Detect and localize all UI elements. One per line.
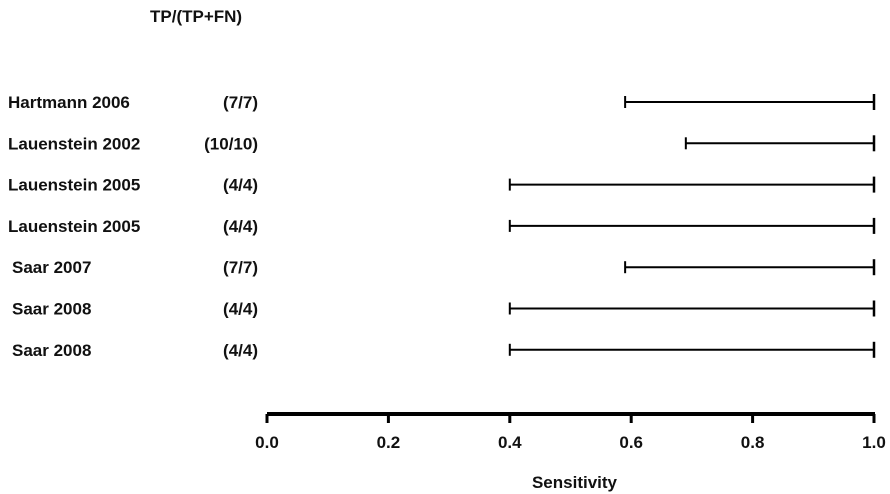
- study-count: (10/10): [204, 134, 258, 153]
- study-count: (4/4): [223, 300, 258, 319]
- x-tick-label: 0.4: [498, 433, 522, 452]
- study-row: Lauenstein 2005 (4/4): [8, 217, 876, 236]
- study-rows: Hartmann 2006 (7/7) Lauenstein 2002 (10/10)…: [8, 93, 876, 360]
- study-count: (4/4): [223, 341, 258, 360]
- study-name: Lauenstein 2005: [8, 176, 140, 195]
- study-row: Saar 2008 (4/4): [12, 341, 876, 360]
- study-name: Saar 2008: [12, 341, 91, 360]
- x-axis: 0.0 0.2 0.4 0.6 0.8 1.0: [255, 412, 886, 452]
- study-name: Saar 2008: [12, 300, 91, 319]
- x-tick-label: 0.6: [619, 433, 643, 452]
- study-row: Hartmann 2006 (7/7): [8, 93, 876, 112]
- study-name: Lauenstein 2005: [8, 217, 140, 236]
- x-tick-label: 0.8: [741, 433, 765, 452]
- study-row: Saar 2007 (7/7): [12, 258, 876, 277]
- study-count: (7/7): [223, 93, 258, 112]
- study-name: Saar 2007: [12, 258, 91, 277]
- column-header: TP/(TP+FN): [150, 7, 242, 26]
- study-name: Lauenstein 2002: [8, 134, 140, 153]
- study-count: (4/4): [223, 217, 258, 236]
- x-tick-label: 0.2: [377, 433, 401, 452]
- study-row: Saar 2008 (4/4): [12, 300, 876, 319]
- study-count: (7/7): [223, 258, 258, 277]
- x-axis-title: Sensitivity: [532, 473, 618, 492]
- study-row: Lauenstein 2002 (10/10): [8, 134, 876, 153]
- x-tick-label: 1.0: [862, 433, 886, 452]
- x-tick-label: 0.0: [255, 433, 279, 452]
- study-row: Lauenstein 2005 (4/4): [8, 176, 876, 195]
- study-name: Hartmann 2006: [8, 93, 130, 112]
- study-count: (4/4): [223, 176, 258, 195]
